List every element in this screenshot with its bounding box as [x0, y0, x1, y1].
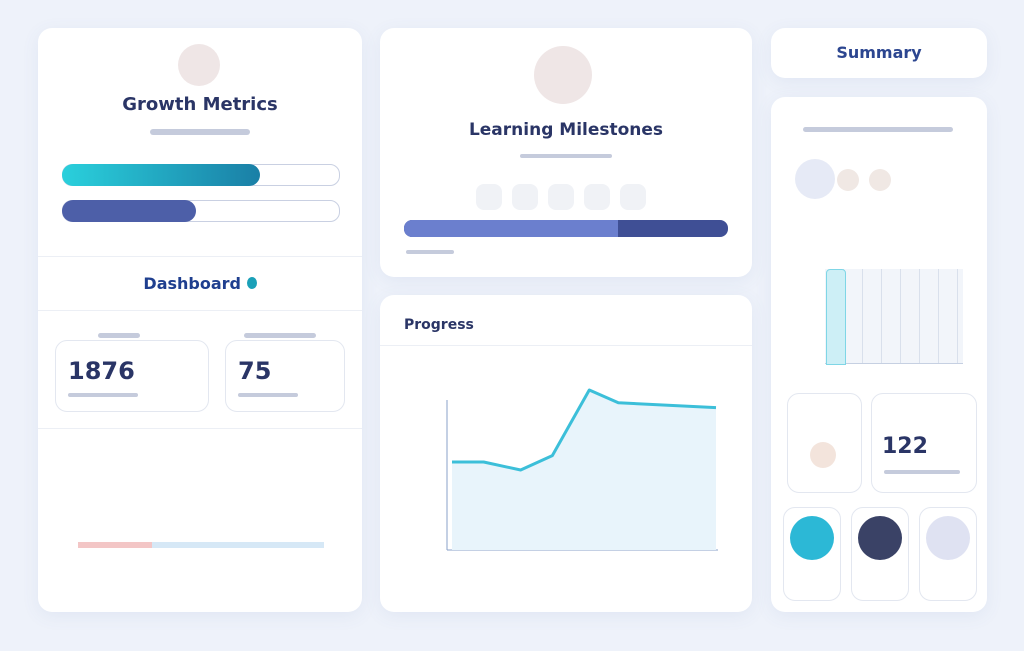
decorative-bar [78, 542, 324, 548]
stat-box [787, 393, 862, 493]
progress-fill [62, 200, 196, 222]
subtitle-placeholder [520, 154, 612, 158]
mini-bar [826, 269, 846, 365]
label-placeholder [884, 470, 960, 474]
label-placeholder [98, 333, 140, 338]
avatar[interactable] [795, 159, 835, 199]
avatar [534, 46, 592, 104]
avatar[interactable] [869, 169, 891, 191]
icon-row [476, 184, 650, 212]
avatar [178, 44, 220, 86]
line [452, 388, 717, 472]
card-title: Progress [404, 317, 474, 333]
avatar [810, 442, 836, 468]
heading-placeholder [803, 127, 953, 132]
action-box[interactable] [919, 507, 977, 601]
icon [858, 516, 902, 560]
dot [246, 277, 257, 289]
stat-value: 122 [882, 434, 928, 459]
stat-value: 75 [238, 357, 272, 385]
card-title: Learning Milestones [468, 120, 664, 140]
mini-chart [825, 269, 963, 364]
growth-card: Growth Metrics Dashboard 1876 75 [38, 28, 362, 612]
icon [790, 516, 834, 560]
chart [446, 388, 718, 551]
stat-box: 1876 [55, 340, 209, 412]
milestone-fill [404, 220, 618, 237]
summary-header: Summary [771, 28, 987, 78]
divider [38, 310, 362, 311]
avatar[interactable] [837, 169, 859, 191]
label-placeholder [406, 250, 454, 254]
icon[interactable] [620, 184, 646, 210]
icon [926, 516, 970, 560]
action-box[interactable] [783, 507, 841, 601]
progress-card: Progress [380, 295, 752, 612]
subtitle-placeholder [150, 129, 250, 135]
card-title: Summary [836, 43, 922, 62]
icon[interactable] [584, 184, 610, 210]
section-text: Dashboard [143, 274, 241, 293]
label-placeholder [244, 333, 316, 338]
area [452, 390, 716, 550]
action-box[interactable] [851, 507, 909, 601]
stat-box: 75 [225, 340, 345, 412]
icon[interactable] [548, 184, 574, 210]
section-title: Dashboard [38, 274, 362, 293]
label-placeholder [68, 393, 138, 397]
label-placeholder [238, 393, 298, 397]
card-title: Growth Metrics [122, 94, 278, 115]
milestones-card: Learning Milestones [380, 28, 752, 277]
summary-card: 122 [771, 97, 987, 612]
progress-fill [62, 164, 260, 186]
icon[interactable] [476, 184, 502, 210]
divider [38, 428, 362, 429]
icon[interactable] [512, 184, 538, 210]
divider [38, 256, 362, 257]
stat-value: 1876 [68, 357, 135, 385]
stat-box: 122 [871, 393, 977, 493]
divider [380, 345, 752, 346]
